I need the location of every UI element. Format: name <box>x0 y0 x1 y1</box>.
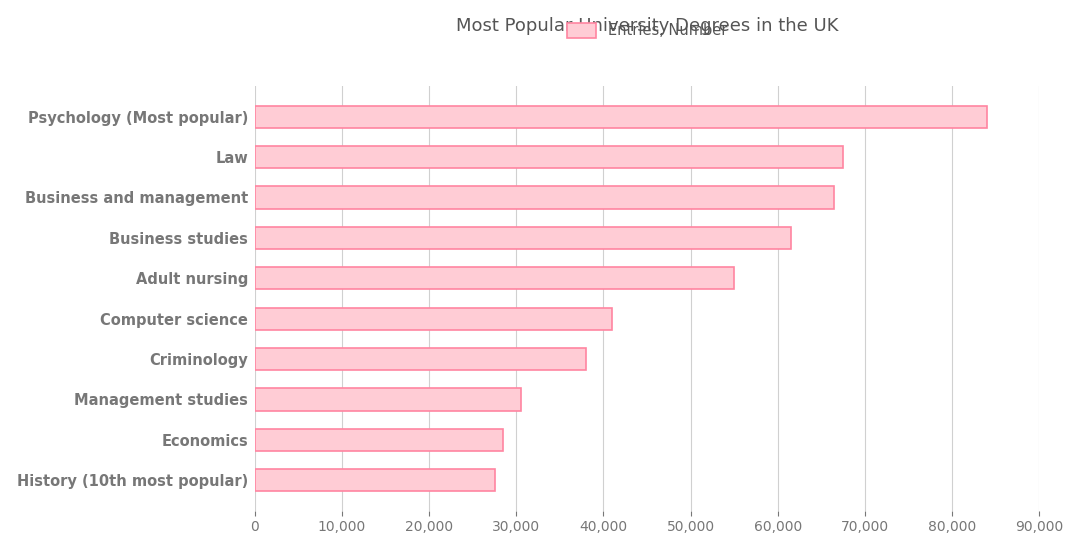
Bar <box>255 146 843 168</box>
Bar <box>255 307 612 329</box>
Bar <box>255 348 586 370</box>
Bar <box>255 388 521 410</box>
Bar <box>255 429 503 451</box>
Legend: Entries, Number: Entries, Number <box>562 17 733 44</box>
Bar <box>255 469 495 491</box>
Bar <box>255 186 835 208</box>
Bar <box>255 226 791 249</box>
Title: Most Popular University Degrees in the UK: Most Popular University Degrees in the U… <box>456 17 838 35</box>
Bar <box>255 267 734 289</box>
Bar <box>255 105 987 128</box>
